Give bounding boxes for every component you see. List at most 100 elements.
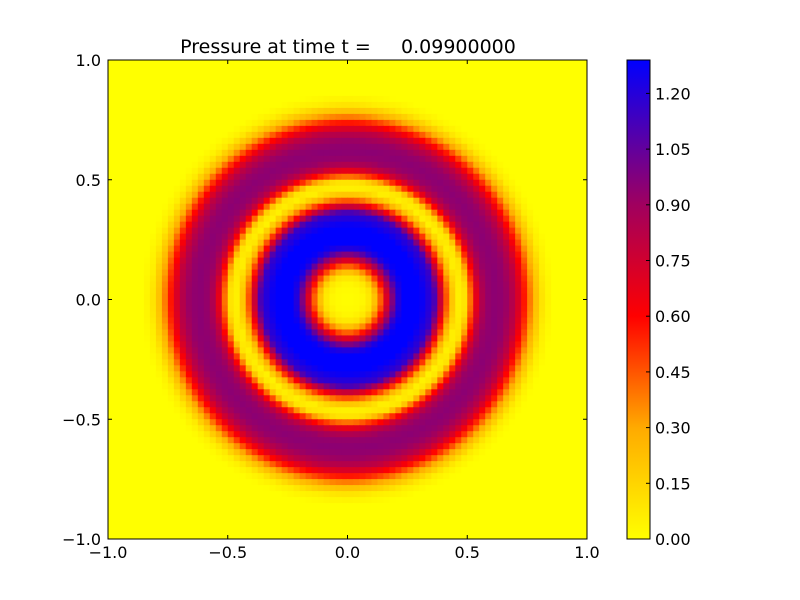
heatmap-cell: [473, 179, 480, 187]
heatmap-cell: [335, 167, 343, 175]
heatmap-cell: [287, 71, 295, 79]
heatmap-cell: [485, 287, 492, 295]
heatmap-cell: [245, 167, 253, 175]
heatmap-cell: [551, 359, 558, 366]
heatmap-cell: [245, 395, 253, 402]
heatmap-cell: [353, 215, 361, 223]
heatmap-cell: [461, 203, 468, 211]
heatmap-cell: [143, 251, 151, 259]
heatmap-cell: [293, 299, 301, 307]
heatmap-cell: [137, 221, 145, 229]
heatmap-cell: [359, 161, 367, 169]
heatmap-cell: [503, 185, 510, 193]
heatmap-cell: [395, 149, 402, 157]
heatmap-cell: [527, 251, 534, 259]
heatmap-cell: [209, 359, 217, 366]
heatmap-cell: [323, 161, 331, 169]
heatmap-cell: [209, 377, 217, 384]
heatmap-cell: [179, 209, 187, 217]
heatmap-cell: [365, 335, 373, 343]
heatmap-cell: [167, 227, 175, 235]
heatmap-cell: [191, 413, 199, 420]
heatmap-cell: [108, 377, 115, 384]
heatmap-cell: [581, 365, 587, 372]
heatmap-cell: [257, 311, 265, 319]
heatmap-cell: [371, 233, 379, 241]
heatmap-cell: [245, 317, 253, 325]
heatmap-cell: [377, 113, 385, 121]
heatmap-cell: [263, 329, 271, 337]
heatmap-cell: [413, 293, 420, 301]
heatmap-cell: [527, 257, 534, 265]
heatmap-cell: [419, 329, 426, 337]
heatmap-cell: [389, 215, 396, 223]
heatmap-cell: [551, 329, 558, 337]
heatmap-cell: [329, 173, 337, 181]
heatmap-cell: [269, 299, 277, 307]
heatmap-cell: [323, 245, 331, 253]
heatmap-cell: [401, 329, 408, 337]
heatmap-cell: [401, 221, 408, 229]
heatmap-cell: [305, 305, 313, 313]
heatmap-cell: [329, 203, 337, 211]
heatmap-cell: [293, 89, 301, 97]
heatmap-cell: [353, 83, 361, 91]
heatmap-cell: [317, 173, 325, 181]
heatmap-cell: [425, 245, 432, 253]
heatmap-cell: [245, 263, 253, 271]
heatmap-cell: [125, 341, 133, 348]
heatmap-cell: [371, 341, 379, 348]
heatmap-cell: [221, 335, 229, 343]
heatmap-cell: [503, 119, 510, 127]
heatmap-cell: [113, 83, 121, 91]
heatmap-cell: [503, 293, 510, 301]
heatmap-cell: [329, 419, 337, 426]
heatmap-cell: [149, 347, 157, 354]
heatmap-cell: [287, 347, 295, 354]
heatmap-cell: [425, 263, 432, 271]
heatmap-cell: [533, 215, 540, 223]
heatmap-cell: [281, 95, 289, 103]
heatmap-cell: [323, 419, 331, 426]
heatmap-cell: [215, 233, 223, 241]
heatmap-cell: [179, 137, 187, 145]
heatmap-cell: [317, 413, 325, 420]
heatmap-cell: [239, 221, 247, 229]
heatmap-cell: [293, 365, 301, 372]
heatmap-cell: [455, 293, 462, 301]
heatmap-cell: [131, 179, 139, 187]
heatmap-cell: [275, 299, 283, 307]
heatmap-cell: [461, 287, 468, 295]
heatmap-cell: [143, 275, 151, 283]
heatmap-cell: [503, 125, 510, 133]
heatmap-cell: [365, 143, 373, 151]
heatmap-cell: [329, 293, 337, 301]
heatmap-cell: [371, 179, 379, 187]
heatmap-cell: [323, 401, 331, 408]
heatmap-cell: [371, 119, 379, 127]
heatmap-cell: [545, 215, 552, 223]
heatmap-cell: [191, 239, 199, 247]
heatmap-cell: [455, 125, 462, 133]
heatmap-cell: [311, 191, 319, 199]
heatmap-cell: [359, 275, 367, 283]
heatmap-cell: [335, 95, 343, 103]
heatmap-cell: [173, 215, 181, 223]
heatmap-cell: [389, 401, 396, 408]
heatmap-cell: [215, 107, 223, 115]
heatmap-cell: [335, 233, 343, 241]
heatmap-cell: [539, 329, 546, 337]
heatmap-cell: [335, 65, 343, 73]
heatmap-cell: [209, 233, 217, 241]
heatmap-cell: [119, 299, 127, 307]
heatmap-cell: [179, 71, 187, 79]
heatmap-cell: [335, 77, 343, 85]
heatmap-cell: [359, 227, 367, 235]
heatmap-cell: [563, 287, 570, 295]
heatmap-cell: [149, 413, 157, 420]
heatmap-cell: [179, 203, 187, 211]
heatmap-cell: [347, 95, 355, 103]
heatmap-cell: [215, 143, 223, 151]
heatmap-cell: [545, 299, 552, 307]
heatmap-cell: [215, 197, 223, 205]
